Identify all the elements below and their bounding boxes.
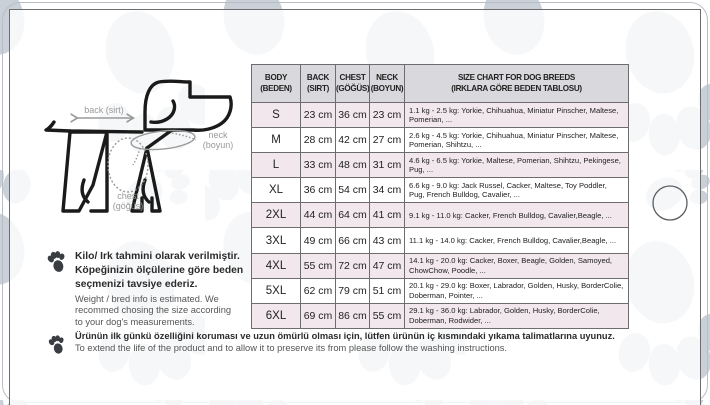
svg-text:(boyun): (boyun): [203, 140, 234, 150]
svg-text:neck: neck: [208, 130, 228, 140]
svg-text:chest: chest: [117, 191, 139, 201]
svg-text:back (sirt): back (sirt): [84, 105, 124, 115]
svg-text:(göğüs): (göğüs): [113, 201, 144, 211]
